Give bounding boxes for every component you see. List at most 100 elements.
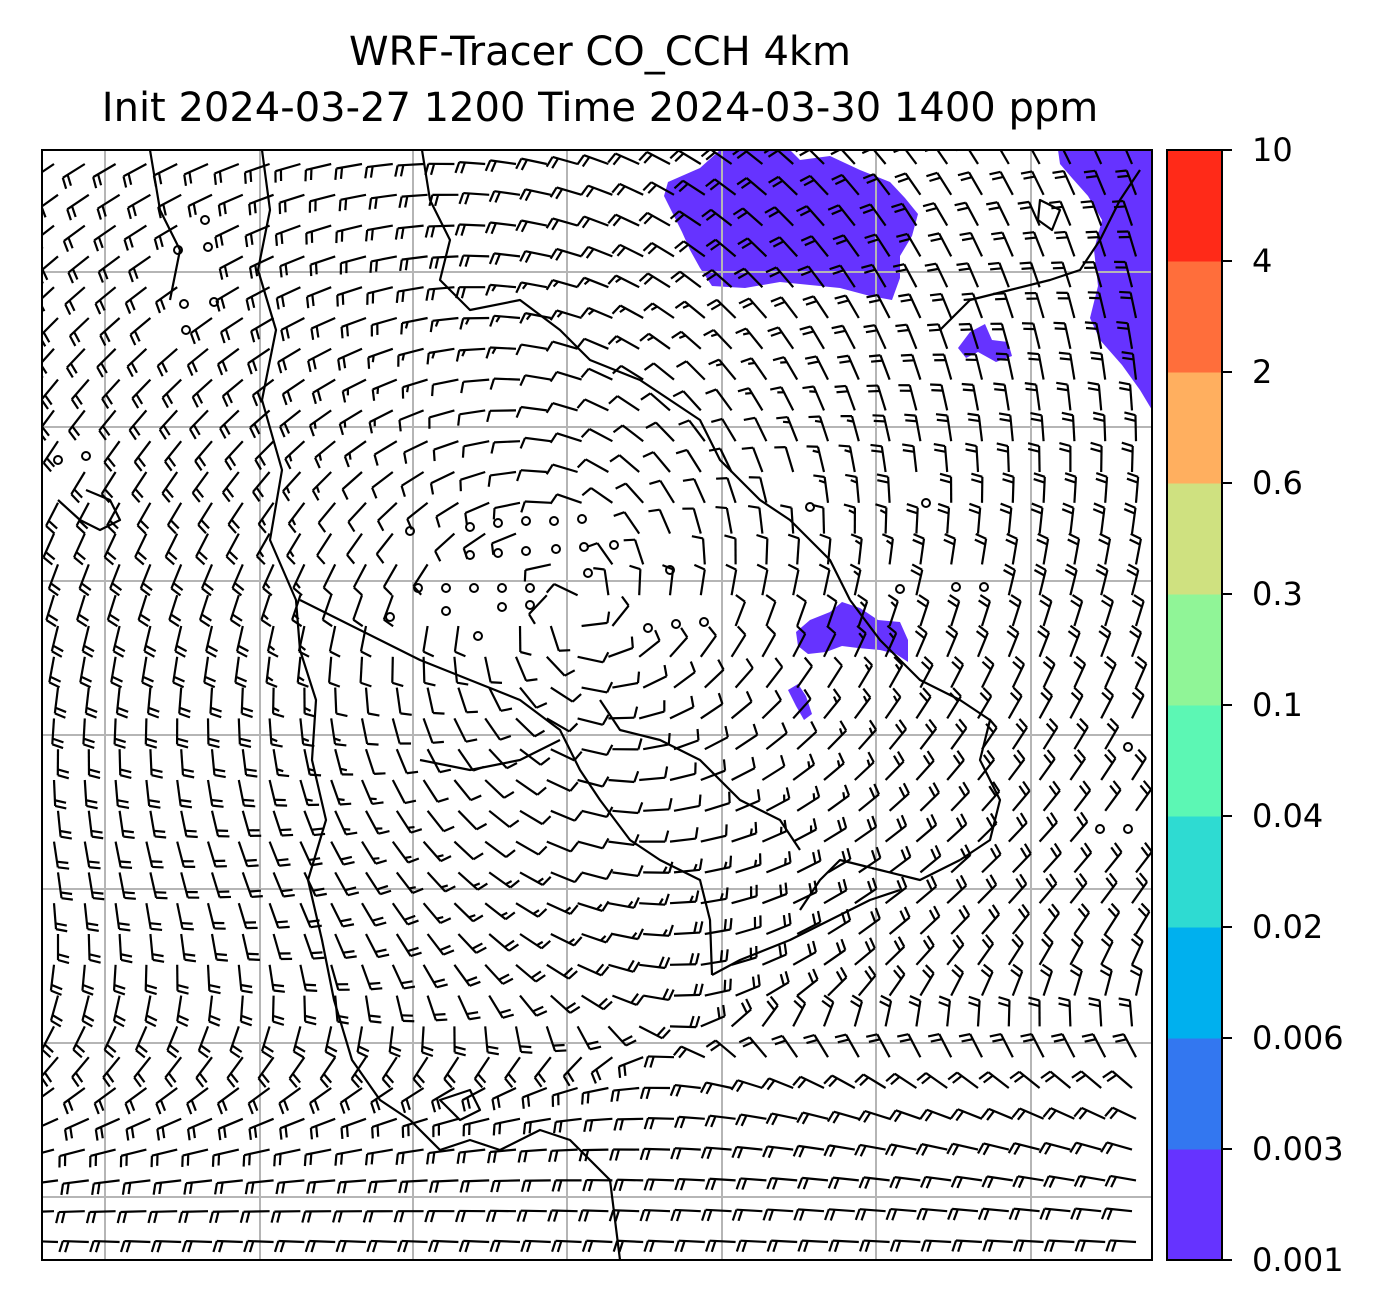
wind-barb — [799, 174, 829, 196]
wind-barb — [189, 317, 213, 345]
wind-barb — [175, 718, 189, 749]
wind-barb — [176, 964, 189, 995]
wind-barb — [251, 378, 275, 407]
wind-barb — [427, 1239, 459, 1253]
wind-barb — [51, 718, 64, 750]
wind-barb — [879, 994, 893, 1027]
wind-barb — [1085, 230, 1107, 257]
wind-barb — [1073, 655, 1087, 689]
wind-barb — [1011, 718, 1028, 750]
wind-barb — [919, 1108, 952, 1122]
wind-barb — [607, 335, 640, 350]
wind-barb — [700, 759, 727, 782]
wind-barb — [1011, 903, 1030, 935]
wind-barb — [42, 348, 55, 379]
wind-barb — [234, 656, 248, 689]
wind-barb — [946, 750, 965, 781]
wind-barb — [735, 1177, 767, 1190]
wind-barb — [305, 286, 332, 309]
wind-barb — [1021, 322, 1041, 350]
wind-barb — [368, 193, 397, 210]
wind-barb — [42, 224, 55, 249]
colorbar-ticks — [1222, 149, 1232, 1261]
wind-barb — [1104, 1106, 1137, 1120]
wind-barb — [277, 347, 301, 374]
wind-barb — [927, 323, 949, 350]
wind-barb — [736, 177, 768, 196]
wind-barb — [303, 810, 326, 837]
wind-barb — [248, 193, 274, 216]
wind-barb — [65, 348, 86, 378]
wind-barb — [176, 779, 193, 809]
wind-barb — [545, 1026, 567, 1053]
wind-barb — [371, 1117, 398, 1139]
wind-barb — [398, 1179, 428, 1194]
wind-barb — [257, 502, 275, 534]
wind-barb — [1114, 260, 1134, 288]
wind-barb — [462, 1117, 490, 1137]
calm-circle — [385, 612, 395, 622]
calm-circle — [521, 546, 531, 556]
wind-barb — [83, 841, 101, 870]
wind-barb — [608, 897, 640, 909]
wind-barb — [245, 286, 271, 311]
wind-barb — [673, 858, 703, 874]
wind-barb — [319, 1056, 337, 1089]
wind-barb — [260, 594, 272, 628]
wind-barb — [1119, 290, 1138, 319]
wind-barb — [608, 1209, 640, 1222]
wind-barb — [792, 994, 807, 1027]
wind-barb — [831, 173, 860, 196]
wind-barb — [823, 1144, 855, 1158]
wind-barb — [545, 463, 578, 475]
wind-barb — [843, 503, 857, 534]
wind-barb — [239, 995, 253, 1027]
wind-barb — [311, 471, 332, 501]
wind-barb — [861, 263, 887, 288]
wind-barb — [145, 841, 164, 869]
wind-barb — [1070, 594, 1084, 627]
wind-barb — [1024, 291, 1045, 319]
wind-barb — [340, 316, 367, 339]
wind-barb — [670, 1147, 701, 1160]
wind-barb — [643, 302, 675, 319]
calm-circle — [525, 600, 535, 610]
wind-barb — [89, 1239, 120, 1253]
wind-barb — [275, 286, 301, 310]
wind-barb — [553, 1117, 582, 1134]
wind-barb — [576, 154, 609, 168]
wind-barb — [308, 1087, 332, 1115]
wind-barb — [304, 1239, 336, 1253]
wind-barb — [857, 1109, 890, 1123]
wind-barb — [827, 204, 856, 227]
wind-barb — [455, 286, 486, 299]
wind-barb — [892, 263, 918, 288]
wind-barb — [453, 656, 469, 686]
wind-barb — [55, 1210, 85, 1224]
wind-barb — [761, 625, 777, 658]
wind-barb — [977, 874, 998, 904]
wind-barb — [519, 809, 552, 826]
wind-barb — [309, 1117, 336, 1140]
wind-barb — [292, 563, 306, 597]
wind-barb — [1123, 502, 1137, 534]
wind-barb — [299, 718, 315, 748]
wind-barb — [112, 625, 126, 658]
calm-circle — [209, 297, 219, 307]
wind-barb — [156, 347, 178, 377]
wind-barb — [429, 471, 455, 495]
wind-barb — [83, 903, 99, 932]
wind-barb — [213, 162, 240, 185]
colorbar-segment — [1167, 261, 1222, 373]
wind-barb — [209, 687, 222, 719]
wind-barb — [339, 1087, 363, 1114]
wind-barb — [762, 1145, 794, 1159]
colorbar-segment — [1167, 1038, 1222, 1150]
wind-barb — [947, 1071, 979, 1089]
wind-barb — [488, 809, 520, 828]
wind-barb — [792, 818, 818, 843]
wind-barb — [640, 392, 671, 412]
wind-barb — [643, 362, 675, 381]
wind-barb — [188, 409, 209, 440]
wind-barb — [299, 964, 318, 992]
